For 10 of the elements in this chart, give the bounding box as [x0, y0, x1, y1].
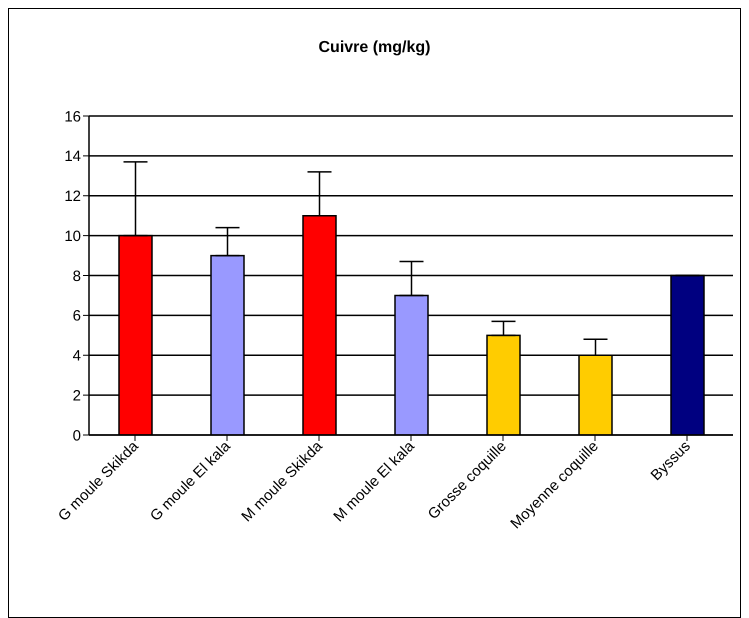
- y-tick-label: 16: [64, 108, 81, 126]
- y-tick-label: 14: [64, 148, 81, 166]
- y-tick-label: 10: [64, 228, 81, 245]
- y-tick-label: 4: [72, 348, 81, 365]
- y-tick-label: 8: [72, 268, 81, 285]
- y-tick-label: 0: [72, 427, 81, 444]
- y-tick-label: 12: [64, 188, 81, 206]
- y-tick-label: 6: [72, 308, 81, 325]
- y-tick-label: 2: [72, 387, 81, 404]
- chart-title: Cuivre (mg/kg): [317, 39, 432, 57]
